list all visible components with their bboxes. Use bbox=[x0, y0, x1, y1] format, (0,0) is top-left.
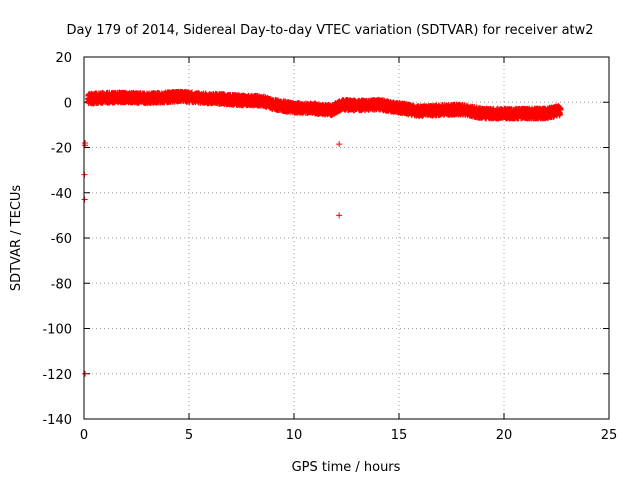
data-points bbox=[81, 88, 564, 377]
x-tick-label: 5 bbox=[185, 428, 193, 443]
y-tick-label: -140 bbox=[42, 413, 72, 428]
x-tick-label: 20 bbox=[496, 428, 513, 443]
x-tick-label: 15 bbox=[391, 428, 408, 443]
y-tick-label: 20 bbox=[55, 51, 72, 66]
y-tick-label: -60 bbox=[51, 232, 72, 247]
y-tick-label: -20 bbox=[51, 142, 72, 157]
y-tick-label: -120 bbox=[42, 368, 72, 383]
y-tick-label: 0 bbox=[64, 96, 72, 111]
x-tick-label: 10 bbox=[286, 428, 303, 443]
y-tick-label: -100 bbox=[42, 323, 72, 338]
chart-title: Day 179 of 2014, Sidereal Day-to-day VTE… bbox=[66, 23, 593, 38]
y-tick-label: -40 bbox=[51, 187, 72, 202]
x-tick-label: 0 bbox=[80, 428, 88, 443]
y-tick-label: -80 bbox=[51, 277, 72, 292]
x-tick-label: 25 bbox=[601, 428, 618, 443]
